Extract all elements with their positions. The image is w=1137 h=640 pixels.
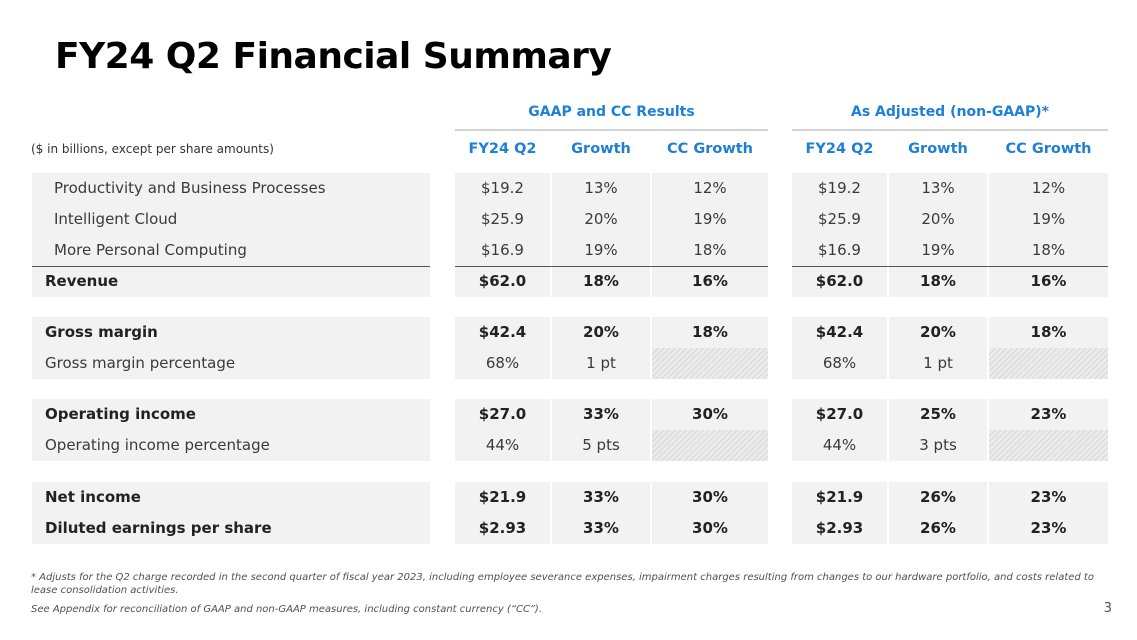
adjusted-growth-cell: 3 pts [889,430,987,461]
gaap-fy24q2-cell: $27.0 [455,399,550,430]
adjusted-growth-cell: 25% [889,399,987,430]
adjustment-footnote-line2: lease consolidation activities. [31,585,179,596]
revenue-divider-adjusted [792,266,1108,267]
gaap-fy24q2-cell: $2.93 [455,513,550,544]
gaap-fy24q2-cell: $16.9 [455,235,550,266]
gaap-growth-cell: 5 pts [552,430,650,461]
table-row: Operating income $27.0 33% 30% $27.0 25% 23% [0,399,1137,430]
appendix-footnote: See Appendix for reconciliation of GAAP … [31,604,543,615]
adjusted-fy24q2-cell: $62.0 [792,266,887,297]
gaap-cc-growth-cell [652,348,768,379]
row-label: Net income [32,482,430,513]
gaap-growth-cell: 33% [552,399,650,430]
adjusted-fy24q2-cell: $21.9 [792,482,887,513]
adjusted-growth-cell: 26% [889,482,987,513]
page-title: FY24 Q2 Financial Summary [55,36,612,77]
gaap-cc-growth-cell: 30% [652,482,768,513]
gaap-cc-growth-cell: 16% [652,266,768,297]
adjusted-fy24q2-cell: 68% [792,348,887,379]
adjusted-cc-growth-cell: 16% [989,266,1108,297]
row-label: More Personal Computing [32,235,430,266]
gaap-cc-growth-cell: 12% [652,173,768,204]
gaap-growth-cell: 20% [552,204,650,235]
adjusted-fy24q2-cell: $27.0 [792,399,887,430]
adjusted-growth-cell: 1 pt [889,348,987,379]
gaap-fy24q2-cell: $19.2 [455,173,550,204]
gaap-growth-cell: 20% [552,317,650,348]
adjusted-fy24q2-cell: $25.9 [792,204,887,235]
gaap-growth-cell: 13% [552,173,650,204]
gaap-fy24q2-cell: $25.9 [455,204,550,235]
adjusted-growth-cell: 20% [889,204,987,235]
adjusted-growth-cell: 26% [889,513,987,544]
adjusted-growth-cell: 13% [889,173,987,204]
adjusted-cc-growth-cell: 12% [989,173,1108,204]
row-label: Revenue [32,266,430,297]
adjusted-growth-cell: 19% [889,235,987,266]
gaap-cc-growth-cell: 18% [652,317,768,348]
gaap-group-header: GAAP and CC Results [528,104,695,120]
gaap-group-rule [455,129,768,131]
adjusted-column-fy24q2: FY24 Q2 [805,141,874,157]
gaap-column-cc-growth: CC Growth [667,141,753,157]
adjusted-growth-cell: 20% [889,317,987,348]
adjusted-cc-growth-cell: 18% [989,235,1108,266]
adjusted-cc-growth-cell: 23% [989,399,1108,430]
gaap-fy24q2-cell: $62.0 [455,266,550,297]
adjusted-fy24q2-cell: $19.2 [792,173,887,204]
table-row: More Personal Computing $16.9 19% 18% $16.9 1… [0,235,1137,266]
gaap-cc-growth-cell: 30% [652,399,768,430]
table-row: Gross margin $42.4 20% 18% $42.4 20% 18% [0,317,1137,348]
adjusted-cc-growth-cell: 23% [989,513,1108,544]
gaap-growth-cell: 1 pt [552,348,650,379]
gaap-column-growth: Growth [571,141,631,157]
units-note: ($ in billions, except per share amounts… [31,142,274,156]
gaap-growth-cell: 33% [552,482,650,513]
gaap-growth-cell: 19% [552,235,650,266]
table-row: Operating income percentage 44% 5 pts 44% 3 … [0,430,1137,461]
row-label: Diluted earnings per share [32,513,430,544]
adjusted-fy24q2-cell: $2.93 [792,513,887,544]
revenue-divider-gaap [455,266,768,267]
adjusted-group-rule [792,129,1108,131]
gaap-fy24q2-cell: 68% [455,348,550,379]
adjustment-footnote-line1: * Adjusts for the Q2 charge recorded in … [31,572,1094,583]
revenue-divider-label [32,266,430,267]
adjusted-column-growth: Growth [908,141,968,157]
table-row: Gross margin percentage 68% 1 pt 68% 1 pt [0,348,1137,379]
adjusted-cc-growth-cell: 19% [989,204,1108,235]
row-label: Operating income [32,399,430,430]
table-row: Net income $21.9 33% 30% $21.9 26% 23% [0,482,1137,513]
gaap-fy24q2-cell: $42.4 [455,317,550,348]
page-number: 3 [1103,601,1112,616]
adjusted-group-header: As Adjusted (non-GAAP)* [851,104,1049,120]
table-row: Revenue $62.0 18% 16% $62.0 18% 16% [0,266,1137,297]
adjusted-cc-growth-cell [989,430,1108,461]
gaap-cc-growth-cell: 30% [652,513,768,544]
adjusted-column-cc-growth: CC Growth [1005,141,1092,157]
gaap-growth-cell: 18% [552,266,650,297]
table-row: Productivity and Business Processes $19.2… [0,173,1137,204]
gaap-growth-cell: 33% [552,513,650,544]
gaap-cc-growth-cell: 18% [652,235,768,266]
gaap-column-fy24q2: FY24 Q2 [468,141,537,157]
adjusted-cc-growth-cell: 18% [989,317,1108,348]
table-row: Diluted earnings per share $2.93 33% 30% $2.… [0,513,1137,544]
row-label: Operating income percentage [32,430,430,461]
adjusted-fy24q2-cell: $42.4 [792,317,887,348]
row-label: Gross margin percentage [32,348,430,379]
table-row: Intelligent Cloud $25.9 20% 19% $25.9 20% 19% [0,204,1137,235]
adjusted-cc-growth-cell [989,348,1108,379]
adjusted-cc-growth-cell: 23% [989,482,1108,513]
gaap-fy24q2-cell: 44% [455,430,550,461]
row-label: Productivity and Business Processes [32,173,430,204]
adjusted-growth-cell: 18% [889,266,987,297]
row-label: Intelligent Cloud [32,204,430,235]
row-label: Gross margin [32,317,430,348]
adjusted-fy24q2-cell: $16.9 [792,235,887,266]
gaap-fy24q2-cell: $21.9 [455,482,550,513]
gaap-cc-growth-cell [652,430,768,461]
adjusted-fy24q2-cell: 44% [792,430,887,461]
gaap-cc-growth-cell: 19% [652,204,768,235]
